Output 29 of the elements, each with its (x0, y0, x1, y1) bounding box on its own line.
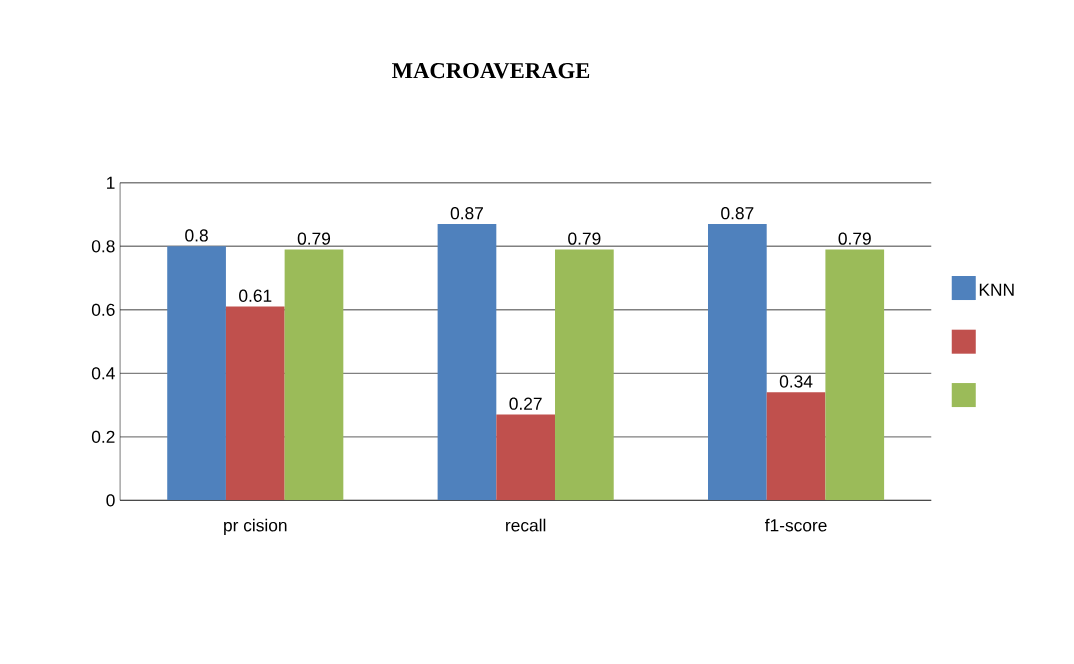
bar (496, 414, 556, 501)
y-tick-label: 0.4 (91, 366, 115, 380)
data-label: 0.27 (509, 397, 542, 410)
y-tick-label: 0.2 (91, 430, 115, 443)
data-label: 0.79 (568, 232, 601, 245)
data-label: 0.79 (297, 232, 331, 245)
bar (167, 246, 226, 501)
data-label: 0.34 (779, 375, 813, 388)
x-tick-label: f1-score (764, 518, 827, 532)
y-tick-label: 1 (107, 176, 115, 189)
data-label: 0.79 (838, 232, 871, 245)
bar (708, 223, 767, 501)
bar (437, 223, 497, 501)
chart-title: MACROAVERAGE (392, 62, 590, 79)
bar (225, 306, 285, 501)
bar (825, 249, 885, 501)
y-tick-label: 0.6 (91, 303, 115, 316)
y-tick-label: 0 (106, 493, 115, 507)
data-label: 0.61 (239, 289, 272, 302)
data-label: 0.8 (185, 229, 208, 242)
data-label: 0.87 (721, 206, 754, 220)
x-tick-label: pr cision (224, 518, 287, 535)
y-tick-label: 0.8 (91, 239, 115, 253)
bar (284, 249, 344, 501)
bar (766, 392, 826, 501)
x-tick-label: recall (506, 518, 546, 532)
legend-label: KNN (979, 283, 1014, 296)
bar (555, 249, 614, 501)
data-label: 0.87 (450, 206, 483, 220)
